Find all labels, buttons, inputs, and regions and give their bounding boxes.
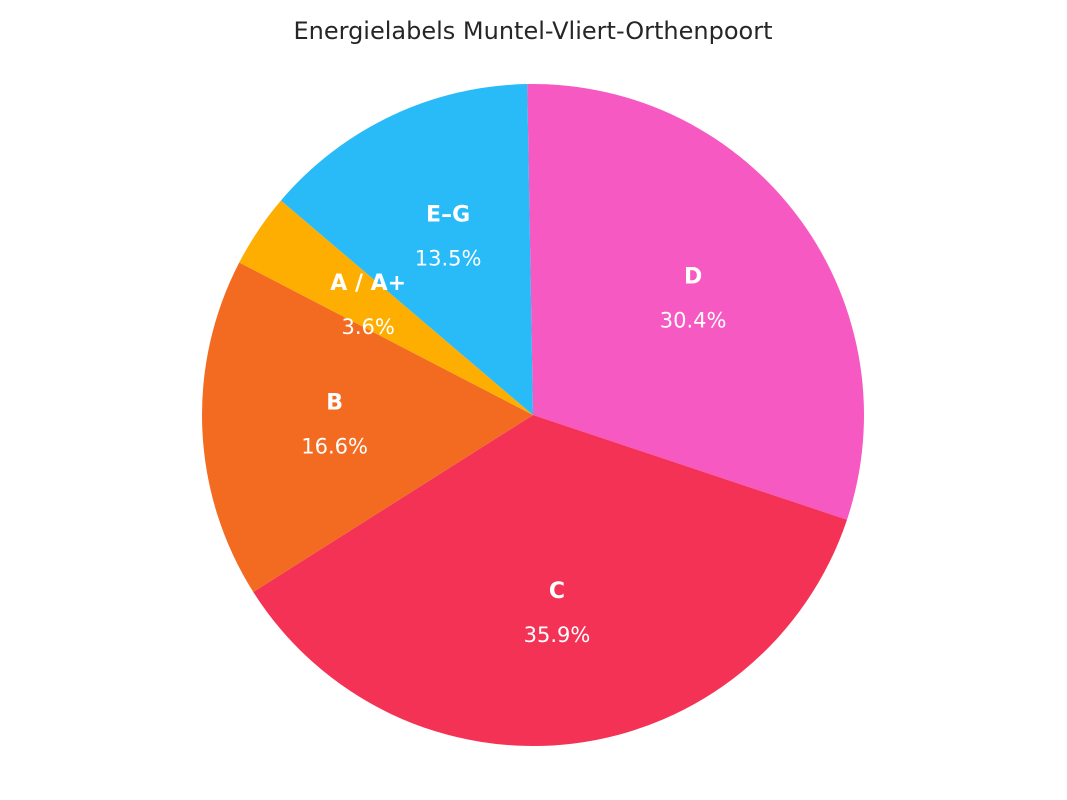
pie-slices: [202, 83, 864, 746]
slice-percentage-d: 30.4%: [660, 309, 727, 333]
slice-percentage-b: 16.6%: [301, 435, 368, 459]
pie-slice-c: [253, 415, 847, 746]
pie-slice-d: [527, 83, 864, 520]
pie-slice-b: [202, 262, 534, 592]
slice-label-c: C: [549, 579, 565, 604]
slice-label-a-a: A / A+: [330, 271, 406, 296]
slice-percentage-a-a: 3.6%: [342, 315, 395, 339]
slice-percentage-c: 35.9%: [524, 623, 591, 647]
slice-label-b: B: [326, 391, 343, 416]
pie-slice-e-g: [280, 84, 533, 416]
slice-percentage-e-g: 13.5%: [415, 246, 482, 270]
chart-title: Energielabels Muntel-Vliert-Orthenpoort: [293, 17, 772, 45]
pie-labels: D 30.4% C 35.9% B 16.6% A / A+ 3.6% E–G 13.5%: [301, 202, 726, 647]
slice-label-d: D: [684, 265, 702, 290]
slice-label-e-g: E–G: [426, 202, 470, 227]
pie-slice-a-a: [239, 200, 534, 415]
